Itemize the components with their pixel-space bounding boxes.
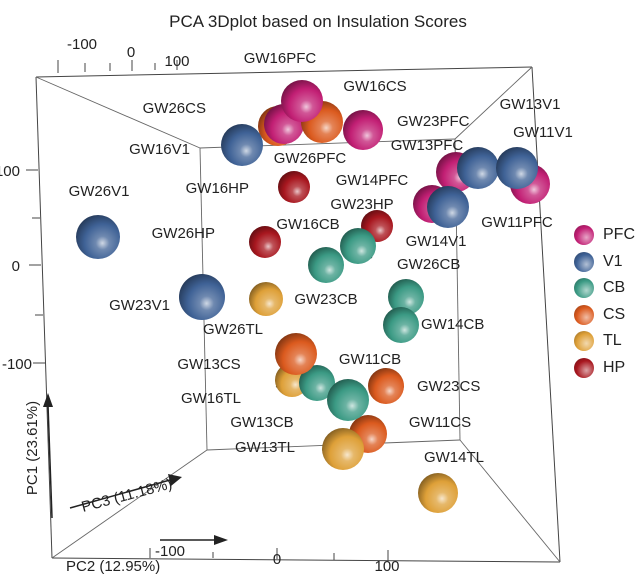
point-label-gw13tl: GW13TL bbox=[235, 439, 295, 456]
point-label-gw13pfc: GW13PFC bbox=[391, 137, 464, 154]
plot-box bbox=[35, 66, 561, 563]
pc1-tick-0: 0 bbox=[12, 258, 20, 275]
axis-ticks bbox=[26, 60, 389, 561]
point-label-gw23pfc: GW23PFC bbox=[397, 113, 470, 130]
point-gw11cb bbox=[327, 379, 369, 421]
legend-item-hp: HP bbox=[574, 355, 635, 382]
legend-swatch-hp bbox=[574, 357, 594, 378]
point-label-gw14cb: GW14CB bbox=[421, 316, 484, 333]
point-label-gw14v1: GW14V1 bbox=[406, 233, 467, 250]
legend-label-v1: V1 bbox=[603, 252, 623, 270]
legend: PFC V1 CB CS TL HP bbox=[574, 222, 635, 381]
legend-swatch-cs bbox=[574, 304, 594, 325]
point-label-gw26tl: GW26TL bbox=[203, 321, 263, 338]
pc2-tick-100: 100 bbox=[374, 558, 399, 575]
point-label-gw23v1: GW23V1 bbox=[109, 297, 170, 314]
point-label-gw14pfc: GW14PFC bbox=[336, 172, 409, 189]
point-gw13cs bbox=[275, 333, 317, 375]
point-gw13cb bbox=[299, 365, 335, 401]
legend-swatch-tl bbox=[574, 331, 594, 352]
pc1-tick-100: 100 bbox=[0, 163, 20, 180]
point-gw23v1 bbox=[179, 274, 225, 320]
point-label-gw11cb: GW11CB bbox=[339, 351, 401, 368]
point-gw13v1 bbox=[457, 147, 499, 189]
chart-title: PCA 3Dplot based on Insulation Scores bbox=[169, 12, 467, 31]
point-gw13tl bbox=[322, 428, 364, 470]
axis-arrows bbox=[43, 393, 228, 545]
legend-item-pfc: PFC bbox=[574, 222, 635, 249]
pc2-tick-0: 0 bbox=[273, 551, 281, 568]
point-label-gw13cs: GW13CS bbox=[177, 356, 240, 373]
legend-item-tl: TL bbox=[574, 328, 635, 355]
point-label-gw16v1: GW16V1 bbox=[129, 141, 190, 158]
point-label-gw16hp: GW16HP bbox=[186, 180, 249, 197]
legend-swatch-pfc bbox=[574, 225, 594, 246]
point-gw26v1 bbox=[76, 215, 120, 259]
pc3-tick-0: 0 bbox=[127, 44, 135, 61]
point-label-gw11pfc: GW11PFC bbox=[481, 214, 553, 231]
legend-label-cb: CB bbox=[603, 279, 626, 297]
point-gw16pfc bbox=[281, 80, 323, 122]
pc3-tick-100: 100 bbox=[164, 53, 189, 70]
pc2-axis-label: PC2 (12.95%) bbox=[66, 558, 160, 575]
point-label-gw16cb: GW16CB bbox=[276, 216, 339, 233]
point-gw14v1 bbox=[427, 186, 469, 228]
pc1-axis-label: PC1 (23.61%) bbox=[24, 401, 41, 495]
legend-label-cs: CS bbox=[603, 305, 626, 323]
point-label-gw26cb: GW26CB bbox=[397, 256, 460, 273]
point-gw26tl bbox=[249, 282, 283, 316]
pc2-tick-neg100: -100 bbox=[155, 543, 185, 560]
point-gw11v1 bbox=[496, 147, 538, 189]
point-gw26hp bbox=[249, 226, 281, 258]
point-labels: GW26V1 GW23V1 GW26TL GW16V1 GW26CS GW26PFC GW1… bbox=[69, 50, 573, 466]
point-gw26cb bbox=[340, 228, 376, 264]
legend-label-tl: TL bbox=[603, 332, 622, 350]
point-label-gw26cs: GW26CS bbox=[143, 100, 206, 117]
point-label-gw26v1: GW26V1 bbox=[69, 183, 130, 200]
point-label-gw16tl: GW16TL bbox=[181, 390, 241, 407]
legend-swatch-v1 bbox=[574, 251, 594, 272]
pc1-tick-neg100: -100 bbox=[2, 356, 32, 373]
pc3-tick-neg100: -100 bbox=[67, 36, 97, 53]
point-label-gw23cs: GW23CS bbox=[417, 378, 480, 395]
point-gw23cs bbox=[368, 368, 404, 404]
legend-item-cs: CS bbox=[574, 302, 635, 329]
point-label-gw16cs: GW16CS bbox=[343, 78, 406, 95]
point-gw16cb bbox=[308, 247, 344, 283]
point-label-gw23cb: GW23CB bbox=[294, 291, 357, 308]
point-gw23cb bbox=[388, 279, 424, 315]
point-label-gw13cb: GW13CB bbox=[230, 414, 293, 431]
point-label-gw11cs: GW11CS bbox=[409, 414, 471, 431]
legend-item-v1: V1 bbox=[574, 249, 635, 276]
point-gw16v1 bbox=[221, 124, 263, 166]
legend-label-pfc: PFC bbox=[603, 226, 635, 244]
point-gw23pfc bbox=[343, 110, 383, 150]
point-label-gw14tl: GW14TL bbox=[424, 449, 484, 466]
legend-swatch-cb bbox=[574, 278, 594, 299]
point-gw16hp bbox=[278, 171, 310, 203]
point-label-gw26hp: GW26HP bbox=[152, 225, 215, 242]
point-gw14cb bbox=[383, 307, 419, 343]
point-label-gw13v1: GW13V1 bbox=[500, 96, 561, 113]
pc3-axis-label: PC3 (11.18%) bbox=[80, 475, 174, 516]
point-label-gw16pfc: GW16PFC bbox=[244, 50, 317, 67]
data-points bbox=[76, 80, 550, 513]
legend-item-cb: CB bbox=[574, 275, 635, 302]
point-gw14tl bbox=[418, 473, 458, 513]
point-label-gw11v1: GW11V1 bbox=[513, 124, 573, 141]
legend-label-hp: HP bbox=[603, 358, 626, 376]
point-label-gw23hp: GW23HP bbox=[330, 196, 393, 213]
point-label-gw26pfc: GW26PFC bbox=[274, 150, 347, 167]
